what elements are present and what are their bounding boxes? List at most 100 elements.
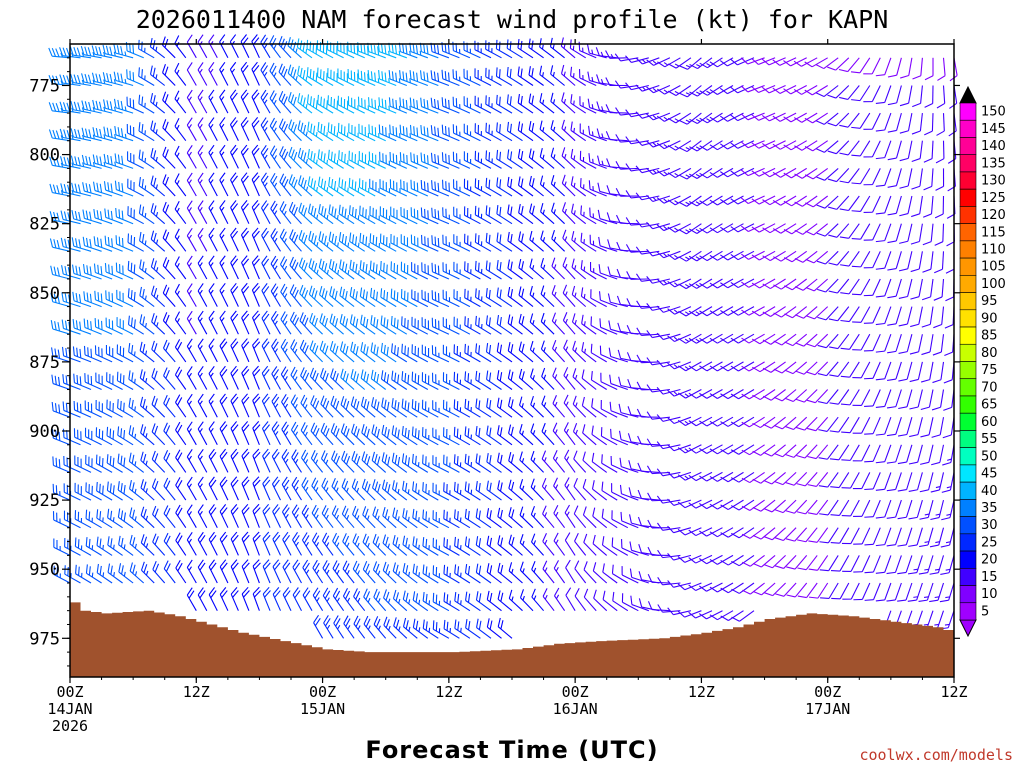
wind-barb [840,333,860,350]
wind-barb [657,604,681,613]
wind-barb [805,195,829,208]
wind-barb [359,287,376,308]
wind-barb [570,121,587,142]
wind-barb [628,487,649,501]
wind-barb [162,119,176,142]
wind-barb [887,168,902,188]
wind-barb [74,537,92,556]
wind-barb [432,620,450,639]
wind-barb [875,57,892,77]
wind-barb [919,499,934,520]
wind-barb [541,422,555,446]
wind-barb [563,339,576,363]
wind-barb [400,261,418,280]
wind-barb [138,94,155,114]
wind-barb [751,278,776,289]
wind-barb [599,345,618,363]
wind-barb [208,365,218,390]
wind-barb [863,223,881,241]
wind-barb [786,555,808,570]
wind-barb [393,617,408,639]
wind-barb [347,68,365,86]
wind-barb [219,504,229,528]
wind-barb [117,426,134,446]
wind-barb [709,85,734,95]
wind-barb [741,416,765,428]
wind-barb [174,228,187,252]
wind-barb [391,425,408,446]
wind-barb [186,504,197,528]
wind-barb [517,148,534,169]
wind-barb [609,401,628,418]
wind-barb [389,179,408,197]
wind-barb [252,503,261,528]
wind-barb [945,251,955,274]
wind-barb [920,417,934,438]
wind-barb [529,203,544,225]
wind-barb [129,507,145,529]
wind-barb [208,504,218,528]
wind-barb [564,477,576,501]
wind-barb [430,70,450,87]
wind-barb [162,174,176,197]
wind-barb [572,395,587,418]
wind-barb [300,394,313,418]
wind-barb [432,482,450,501]
colorbar-swatch [959,326,977,345]
wind-barb [590,262,607,280]
wind-barb [875,527,892,547]
wind-barb [805,250,829,264]
wind-barb [163,477,176,501]
wind-barb [401,398,418,418]
wind-barb [115,207,134,225]
wind-barb [600,372,618,390]
wind-barb [73,373,92,391]
wind-barb [186,559,197,584]
wind-barb [219,255,229,280]
wind-barb [563,367,576,390]
wind-barb [83,318,102,335]
wind-barb [751,112,776,121]
wind-barb [610,455,629,473]
wind-barb [875,472,892,491]
wind-barb [678,278,702,290]
wind-barb [908,499,923,520]
wind-barb [91,45,113,59]
wind-barb [829,444,850,461]
wind-barb [186,393,197,418]
wind-barb [795,306,818,319]
wind-barb [328,177,344,197]
wind-barb [625,55,649,63]
wind-barb [586,44,607,59]
wind-barb [677,554,702,563]
wind-barb [348,205,365,225]
wind-barb [230,200,239,224]
wind-barb [830,555,850,572]
wind-barb [116,371,134,390]
wind-barb [208,310,218,335]
wind-barb [933,306,945,329]
wind-barb [454,591,471,612]
wind-barb [730,84,755,94]
wind-barb [637,489,660,501]
wind-barb [208,476,218,501]
wind-barb [562,284,576,307]
wind-barb [323,615,334,639]
wind-barb [368,124,386,142]
wind-barb [699,471,723,482]
wind-barb [292,587,302,611]
wind-barb [785,444,808,458]
wind-barb [740,195,765,205]
wind-barb [619,484,639,501]
colorbar-label: 75 [981,363,998,378]
wind-barb [338,204,355,225]
wind-barb [96,563,113,584]
wind-barb [269,117,281,142]
wind-barb [282,531,292,556]
wind-barb [530,395,544,418]
wind-barb [328,204,344,225]
wind-barb [592,534,608,556]
wind-barb [730,195,755,205]
wind-barb [95,400,113,418]
wind-barb [646,221,671,230]
